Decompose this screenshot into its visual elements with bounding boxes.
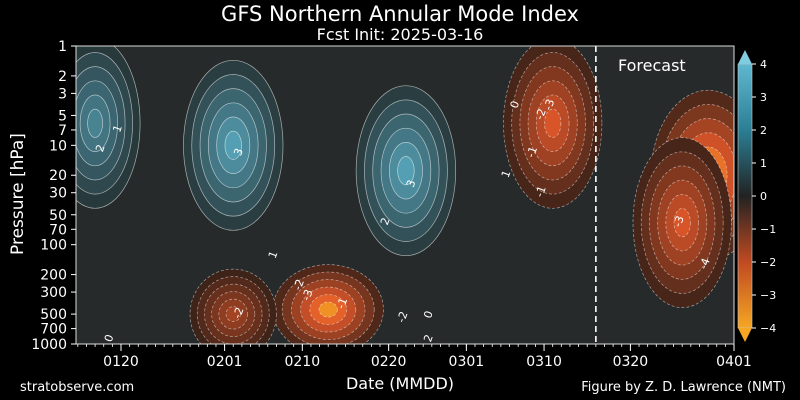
chart-subtitle: Fcst Init: 2025-03-16	[316, 25, 484, 44]
anomaly-contour-2-1	[397, 156, 415, 186]
colorbar-tick-label: −4	[760, 322, 776, 335]
contour-label-2: -3	[541, 97, 557, 112]
contour-label-14: 1	[110, 123, 125, 134]
y-tick-label-300: 300	[40, 285, 67, 301]
y-tick-label-30: 30	[49, 186, 67, 202]
colorbar: 4 3 2 1 0 −1 −2 −3 −4	[737, 50, 776, 342]
chart-title: GFS Northern Annular Mode Index	[221, 2, 579, 26]
contour-label-5: -2	[291, 277, 307, 292]
contour-label-6: -2	[533, 107, 549, 122]
contour-label-3: -3	[300, 288, 316, 303]
y-tick-label-3: 3	[58, 86, 67, 102]
colorbar-tick-label: 4	[760, 58, 767, 71]
anomaly-contour-4-1	[225, 306, 241, 322]
y-tick-label-50: 50	[49, 208, 67, 224]
forecast-label: Forecast	[618, 56, 686, 75]
x-tick-label-0201: 0201	[207, 354, 243, 370]
contour-label-1: -3	[671, 214, 687, 229]
contour-label-8: -1	[524, 145, 540, 160]
colorbar-tick-label: −3	[760, 289, 776, 302]
plot-area: -4-3-3-3-2-2-2-2-1-1-100011122233Forecas…	[76, 46, 734, 344]
contour-label-13: 0	[102, 333, 117, 344]
y-tick-label-20: 20	[49, 168, 67, 184]
anomaly-contour-3-1	[318, 301, 338, 318]
y-tick-label-7: 7	[58, 123, 67, 139]
y-tick-label-2: 2	[58, 69, 67, 85]
y-tick-label-100: 100	[40, 238, 67, 254]
y-tick-label-200: 200	[40, 268, 67, 284]
contour-label-17: 2	[93, 143, 108, 154]
colorbar-min-extend	[738, 328, 752, 342]
x-tick-label-0310: 0310	[526, 354, 562, 370]
contour-label-16: 1	[266, 249, 281, 260]
y-tick-label-5: 5	[58, 108, 67, 124]
y-tick-label-70: 70	[49, 222, 67, 238]
contour-label-18: 2	[378, 216, 393, 227]
contour-label-11: 0	[508, 99, 523, 110]
x-tick-label-0210: 0210	[284, 354, 320, 370]
anomaly-contour-5-1	[544, 108, 562, 138]
contour-label-19: 2	[421, 333, 436, 344]
colorbar-tick-label: −1	[760, 223, 776, 236]
colorbar-tick-label: −2	[760, 256, 776, 269]
contour-label-0: -4	[697, 256, 713, 271]
contour-label-12: 0	[421, 309, 436, 320]
y-tick-label-500: 500	[40, 307, 67, 323]
colorbar-max-extend	[738, 50, 752, 64]
y-tick-label-1000: 1000	[31, 337, 67, 353]
colorbar-tick-label: 1	[760, 157, 767, 170]
contour-label-10: -1	[334, 296, 350, 311]
anomaly-contour-7-1	[673, 208, 691, 238]
contour-label-9: -1	[533, 184, 549, 199]
colorbar-tick-label: 0	[760, 190, 767, 203]
anomaly-contour-0-1	[87, 108, 103, 138]
x-tick-label-0220: 0220	[371, 354, 407, 370]
author-credit: Figure by Z. D. Lawrence (NMT)	[581, 380, 786, 395]
colorbar-tick-label: 3	[760, 91, 767, 104]
contour-label-7: -2	[395, 310, 411, 325]
x-tick-label-0120: 0120	[103, 354, 139, 370]
plot-frame	[75, 45, 735, 345]
contour-label-20: 3	[231, 146, 246, 157]
y-tick-label-1: 1	[58, 39, 67, 55]
contour-label-4: -2	[231, 306, 247, 321]
x-tick-label-0301: 0301	[449, 354, 485, 370]
colorbar-gradient	[737, 63, 753, 329]
contour-label-21: 3	[404, 178, 419, 189]
colorbar-tick-label: 2	[760, 124, 767, 137]
contour-label-15: 1	[499, 168, 514, 179]
anomaly-contour-1-1	[224, 130, 242, 160]
x-axis-label: Date (MMDD)	[345, 374, 455, 393]
x-tick-label-0320: 0320	[613, 354, 649, 370]
y-tick-label-10: 10	[49, 138, 67, 154]
x-tick-label-0401: 0401	[716, 354, 752, 370]
y-tick-label-700: 700	[40, 322, 67, 338]
site-credit: stratobserve.com	[20, 380, 135, 395]
